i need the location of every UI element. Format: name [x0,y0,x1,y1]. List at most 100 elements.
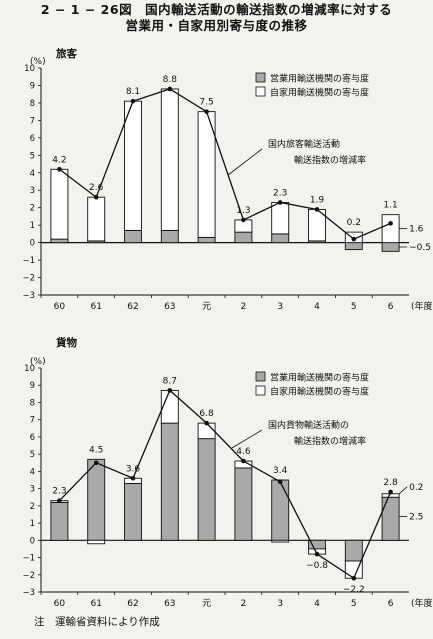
passenger-y-tick-label: 1 [30,221,35,231]
passenger-y-tick-label: 4 [30,169,35,179]
freight-x-tick-label: 3 [277,599,283,609]
passenger-x-tick-label: 2 [241,302,247,310]
passenger-chart: (%) −3 −2 −1 0 1 2 3 4 5 6 7 8 9 10 60 61 62 63 元 2 3 4 5 6 (年度) 4… [22,57,433,310]
passenger-annotation-leader [227,148,263,176]
freight-commercial-bar [87,458,106,541]
passenger-y-tick-label: 2 [30,204,35,214]
freight-legend-item: 自家用輸送機関の寄与度 [270,386,369,398]
freight-private-bar [197,422,216,440]
freight-data-label: 3.6 [126,464,141,474]
freight-y-unit: (%) [30,357,46,367]
passenger-commercial-bar [381,242,400,252]
passenger-commercial-bar [50,238,69,244]
freight-x-tick-label: 2 [241,599,247,609]
freight-y-tick-label: −2 [22,571,35,581]
freight-side-leader [398,486,408,495]
passenger-private-bar [381,214,400,244]
passenger-commercial-bar [160,229,179,244]
freight-commercial-bar [234,467,253,541]
passenger-growth-point [351,236,357,242]
freight-growth-point [93,460,99,466]
passenger-private-bar [87,196,106,242]
freight-x-tick-label: 5 [351,599,357,609]
freight-y-tick-label: 1 [30,519,35,529]
freight-data-label: 4.5 [89,445,103,455]
passenger-data-label: 2.6 [89,183,104,193]
freight-commercial-bar [160,422,179,541]
passenger-y-tick-label: 7 [30,116,35,126]
figure-title: 2 − 1 − 26図 国内輸送活動の輸送指数の増減率に対する 営業用・自家用別… [0,2,433,34]
freight-y-tick-label: 10 [24,364,35,374]
passenger-growth-point [277,200,283,205]
passenger-legend-swatch [255,72,266,83]
passenger-panel-label: 旅客 [56,48,77,60]
passenger-growth-point [241,217,246,223]
freight-commercial-bar [344,539,363,562]
passenger-growth-line [59,88,391,240]
freight-commercial-bar [197,438,216,541]
freight-data-label: 3.4 [273,466,288,476]
passenger-annotation-line1: 国内旅客輸送活動 [268,138,340,150]
passenger-side-label: 1.6 [409,225,424,235]
passenger-growth-point [167,86,173,92]
passenger-y-tick-label: 6 [30,134,35,144]
freight-y-tick-label: 9 [30,381,35,391]
passenger-x-tick-label: 61 [90,302,101,310]
passenger-private-bar [124,100,142,231]
passenger-private-bar [271,202,290,235]
passenger-x-tick-label: 6 [388,302,394,310]
passenger-y-tick-label: 0 [30,239,35,249]
passenger-x-tick-label: 4 [314,302,320,310]
freight-y-tick-label: 5 [30,450,35,460]
freight-annotation-line2: 輸送指数の増減率 [294,435,366,447]
passenger-commercial-bar [271,233,290,244]
passenger-y-tick-label: −3 [22,291,35,301]
freight-y-tick-label: 7 [30,416,35,426]
passenger-x-tick-label: 5 [351,302,357,310]
freight-y-tick-label: 3 [30,485,35,495]
freight-growth-line [58,389,392,580]
passenger-y-tick-label: 9 [30,81,35,91]
passenger-growth-point [130,98,136,104]
passenger-data-label: 7.5 [199,98,213,108]
freight-legend-item: 営業用輸送機関の寄与度 [270,372,369,384]
passenger-data-label: 1.9 [310,195,325,205]
freight-data-label: 8.7 [163,376,177,386]
freight-y-tick-label: 0 [30,536,35,546]
freight-x-tick-label: 4 [314,599,320,609]
passenger-data-label: 1.3 [236,206,250,216]
passenger-data-label: 8.1 [126,87,140,97]
freight-annotation-leader [231,429,263,449]
passenger-x-tick-label: 60 [54,302,66,310]
passenger-private-bar [50,168,69,240]
freight-y-tick-label: −3 [22,588,35,598]
freight-growth-point [314,551,320,557]
passenger-legend-item: 営業用輸送機関の寄与度 [270,73,369,85]
passenger-growth-point [93,194,99,200]
passenger-data-label: 1.1 [383,201,397,211]
freight-y-tick-label: 8 [30,398,35,408]
freight-commercial-bar [271,479,290,541]
freight-growth-point [388,489,393,495]
freight-x-tick-label: 60 [54,599,66,609]
freight-commercial-bar [50,501,69,541]
freight-x-tick-label: 63 [164,599,175,609]
freight-data-label: 2.8 [383,478,398,488]
freight-growth-point [277,479,283,485]
passenger-x-unit: (年度) [411,300,433,310]
freight-growth-point [241,458,246,464]
freight-legend-swatch [255,371,266,382]
passenger-growth-point [204,109,209,114]
passenger-y-tick-label: 8 [30,99,35,109]
freight-commercial-bar [124,482,142,541]
freight-private-bar [87,539,106,545]
passenger-data-label: 2.3 [273,188,287,198]
passenger-side-label: −0.5 [409,243,431,253]
figure-title-line2: 営業用・自家用別寄与度の推移 [125,18,308,33]
passenger-data-label: 0.2 [347,218,361,228]
freight-x-tick-label: 61 [90,599,101,609]
passenger-y-tick-label: 10 [24,64,35,74]
passenger-annotation-line2: 輸送指数の増減率 [294,154,366,166]
passenger-x-tick-label: 63 [164,302,175,310]
freight-growth-point [204,420,209,426]
